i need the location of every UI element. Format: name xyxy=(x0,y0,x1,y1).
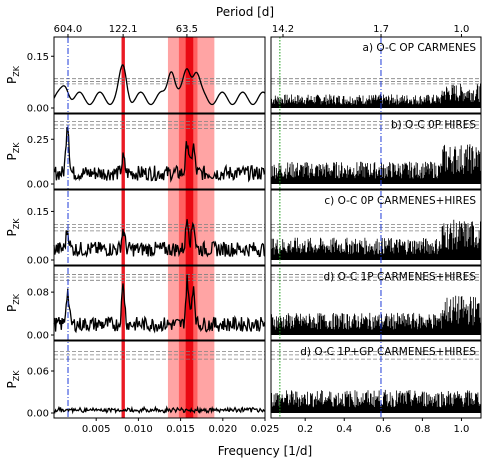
x-tick-label-right: 0.8 xyxy=(414,424,430,435)
top-tick-label-left: 122.1 xyxy=(109,24,138,35)
x-tick-label-right: 0.6 xyxy=(375,424,391,435)
periodogram-left-4 xyxy=(53,405,266,415)
panel-left-frame-2 xyxy=(53,189,266,266)
y-axis-label-subscript: ZK xyxy=(12,370,21,381)
y-axis-label-subscript: ZK xyxy=(12,65,21,76)
x-tick-label-right: 0.4 xyxy=(336,424,352,435)
panel-label-0: a) O-C OP CARMENES xyxy=(363,42,477,54)
y-tick-label: 0.00 xyxy=(27,180,49,191)
top-tick-label-right: 1.7 xyxy=(373,24,389,35)
x-tick-label-left: 0.025 xyxy=(251,424,280,435)
panel-right-frame-3 xyxy=(270,265,482,341)
panel-label-3: d) O-C 1P CARMENES+HIRES xyxy=(323,271,476,283)
y-tick-label: 0.25 xyxy=(27,135,49,146)
periodogram-right-2 xyxy=(270,219,482,260)
top-tick-label-right: 14.2 xyxy=(272,24,294,35)
x-tick-label-right: 1.0 xyxy=(454,424,470,435)
top-tick-label-left: 63.5 xyxy=(176,24,198,35)
y-tick-label: 0.15 xyxy=(27,207,49,218)
y-tick-label: 0.00 xyxy=(27,409,49,420)
x-tick-label-right: 0.2 xyxy=(297,424,313,435)
top-tick-label-right: 1.0 xyxy=(454,24,470,35)
panel-label-1: b) O-C 0P HIRES xyxy=(391,119,476,131)
y-tick-label: 0.00 xyxy=(27,104,49,115)
panel-right-frame-0 xyxy=(270,36,482,114)
periodogram-left-1 xyxy=(53,126,266,183)
y-tick-label: 0.06 xyxy=(27,367,49,378)
panel-right-frame-1 xyxy=(270,113,482,190)
panel-left-frame-4 xyxy=(53,340,266,419)
y-axis-label-2: PZK xyxy=(5,218,21,237)
x-tick-label-left: 0.005 xyxy=(82,424,111,435)
top-tick-label-left: 604.0 xyxy=(54,24,83,35)
periodogram-left-0 xyxy=(53,64,266,106)
periodogram-right-4 xyxy=(270,389,482,413)
panel-right-frame-2 xyxy=(270,189,482,266)
panel-left-frame-3 xyxy=(53,265,266,341)
panel-label-2: c) O-C 0P CARMENES+HIRES xyxy=(324,195,476,207)
panel-label-4: d) O-C 1P+GP CARMENES+HIRES xyxy=(300,346,476,358)
x-tick-label-left: 0.020 xyxy=(208,424,237,435)
y-axis-label-subscript: ZK xyxy=(12,218,21,229)
y-tick-label: 0.00 xyxy=(27,256,49,267)
x-tick-label-left: 0.015 xyxy=(166,424,195,435)
periodogram-left-2 xyxy=(53,219,266,258)
y-axis-label-3: PZK xyxy=(5,293,21,312)
panel-left-frame-1 xyxy=(53,113,266,190)
periodogram-right-1 xyxy=(270,144,482,184)
panel-left-frame-0 xyxy=(53,36,266,114)
periodogram-right-3 xyxy=(270,295,482,335)
y-tick-label: 0.08 xyxy=(27,288,49,299)
y-axis-label-subscript: ZK xyxy=(12,293,21,304)
y-tick-label: 0.15 xyxy=(27,52,49,63)
panel-right-frame-4 xyxy=(270,340,482,419)
x-tick-label-left: 0.010 xyxy=(124,424,153,435)
periodogram-right-0 xyxy=(270,83,482,108)
y-axis-label-0: PZK xyxy=(5,65,21,84)
y-axis-label-4: PZK xyxy=(5,370,21,389)
y-axis-label-subscript: ZK xyxy=(12,142,21,153)
y-tick-label: 0.00 xyxy=(27,331,49,342)
top-axis-label: Period [d] xyxy=(216,5,274,19)
y-axis-label-1: PZK xyxy=(5,142,21,161)
x-axis-label: Frequency [1/d] xyxy=(218,444,312,458)
periodogram-left-3 xyxy=(53,274,266,334)
